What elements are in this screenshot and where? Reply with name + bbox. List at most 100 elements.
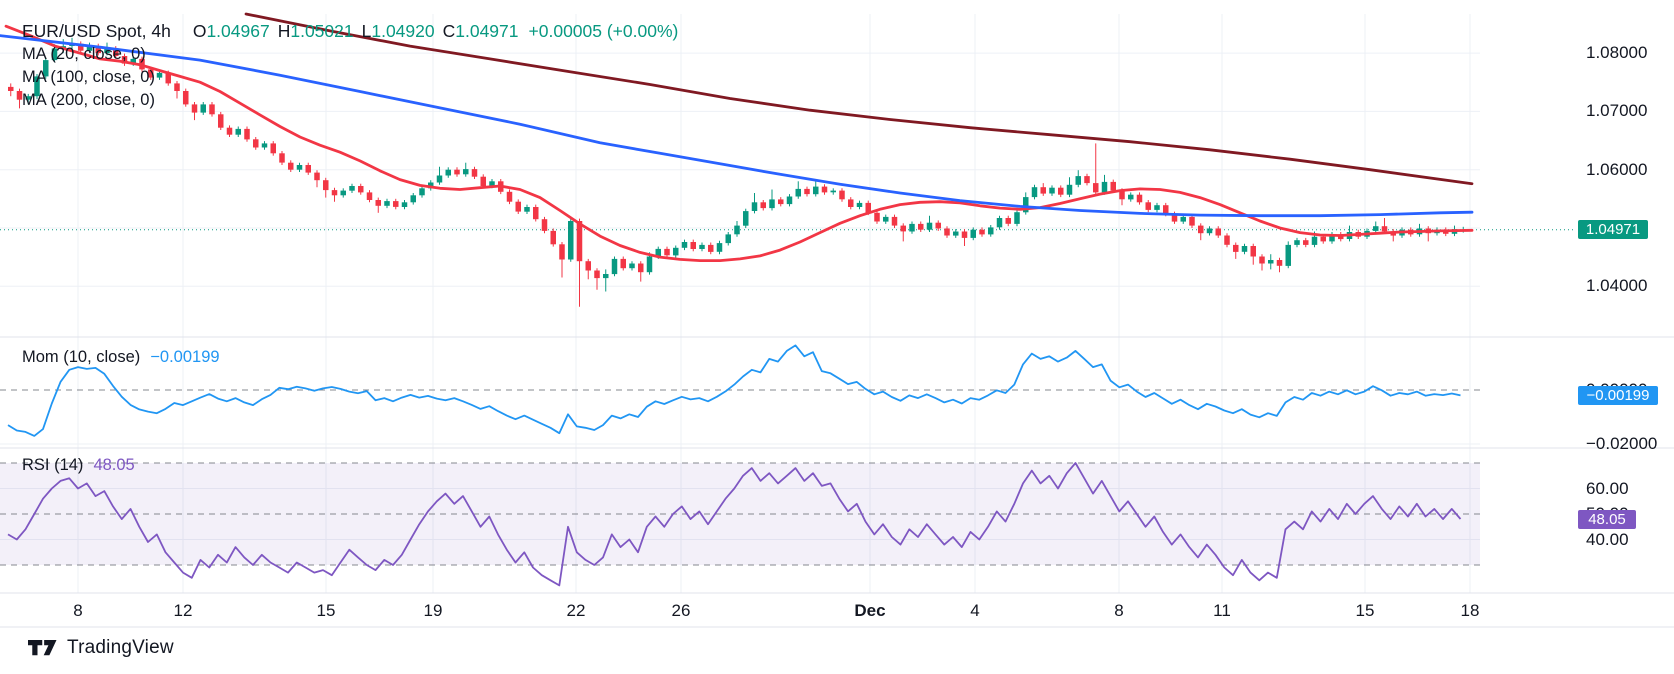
time-axis-label: 4 bbox=[970, 601, 980, 620]
rsi-axis-label: 60.00 bbox=[1586, 478, 1629, 498]
tradingview-logo-icon bbox=[28, 639, 57, 655]
candle-body bbox=[183, 91, 189, 105]
candle-body bbox=[848, 199, 854, 207]
momentum-legend[interactable]: Mom (10, close) −0.00199 bbox=[22, 348, 220, 367]
ohlc-letter: C bbox=[442, 21, 456, 41]
candle-body bbox=[769, 199, 775, 209]
candle-body bbox=[559, 244, 565, 260]
candle-body bbox=[428, 182, 434, 189]
candle-body bbox=[358, 186, 364, 193]
candle-body bbox=[1154, 205, 1160, 210]
candle-body bbox=[1145, 202, 1151, 210]
symbol-legend[interactable]: EUR/USD Spot, 4h O1.04967 H1.05021 L1.04920… bbox=[22, 21, 678, 42]
candle-body bbox=[1206, 228, 1213, 234]
candle-body bbox=[1250, 246, 1256, 257]
candle-body bbox=[821, 186, 828, 193]
candle-body bbox=[253, 139, 259, 148]
candle-body bbox=[1136, 194, 1143, 203]
candle-body bbox=[1128, 194, 1134, 200]
candle-body bbox=[1294, 240, 1300, 245]
candle-body bbox=[1276, 260, 1283, 266]
candle-body bbox=[279, 153, 285, 163]
candle-body bbox=[130, 58, 136, 64]
candle-body bbox=[366, 192, 373, 200]
candle-body bbox=[323, 180, 329, 191]
ohlc-value: 1.04920 bbox=[371, 21, 435, 41]
candle-body bbox=[471, 169, 478, 177]
candle-body bbox=[436, 175, 443, 183]
candle-body bbox=[996, 218, 1003, 228]
time-axis-label: 12 bbox=[173, 601, 193, 620]
price-axis-label: 1.08000 bbox=[1586, 43, 1648, 63]
candle-body bbox=[1224, 235, 1230, 245]
ohlc-letter: O bbox=[192, 21, 207, 41]
candle-body bbox=[1198, 225, 1204, 234]
candle-body bbox=[786, 196, 793, 205]
ma-legend-row[interactable]: MA (100, close, 0) bbox=[22, 68, 155, 86]
candle-body bbox=[620, 258, 626, 269]
candle-body bbox=[148, 69, 154, 78]
rsi-legend-value: 48.05 bbox=[93, 456, 135, 474]
candle-body bbox=[1084, 176, 1090, 184]
candle-body bbox=[86, 46, 93, 51]
candle-body bbox=[1320, 236, 1326, 242]
candle-body bbox=[1101, 181, 1108, 193]
candle-body bbox=[1023, 197, 1029, 213]
momentum-axis-label: −0.02000 bbox=[1586, 434, 1658, 453]
candle-body bbox=[191, 104, 198, 113]
ohlc-value: 1.05021 bbox=[290, 21, 354, 41]
chart-canvas[interactable] bbox=[0, 0, 1674, 634]
rsi-legend-label: RSI (14) bbox=[22, 456, 84, 474]
candle-body bbox=[104, 48, 110, 54]
time-axis-label: 26 bbox=[671, 601, 691, 620]
price-axis-label: 1.04000 bbox=[1586, 276, 1648, 296]
candle-body bbox=[1005, 218, 1011, 224]
last-price-badge: 1.04971 bbox=[1578, 220, 1648, 240]
candle-body bbox=[664, 248, 670, 256]
candle-body bbox=[918, 223, 924, 230]
candle-body bbox=[314, 172, 320, 181]
candle-body bbox=[1311, 236, 1318, 245]
candle-body bbox=[296, 165, 303, 170]
candle-body bbox=[209, 104, 215, 115]
candle-body bbox=[961, 231, 968, 238]
candle-body bbox=[813, 186, 819, 195]
ohlc-letter: H bbox=[277, 21, 291, 41]
candle-body bbox=[909, 223, 915, 232]
candle-body bbox=[515, 201, 521, 212]
candle-body bbox=[156, 72, 163, 78]
price-axis-label: 1.07000 bbox=[1586, 101, 1648, 121]
momentum-legend-value: −0.00199 bbox=[150, 348, 220, 366]
candle-body bbox=[1171, 214, 1178, 222]
rsi-legend[interactable]: RSI (14) 48.05 bbox=[22, 456, 135, 475]
candle-body bbox=[681, 242, 688, 248]
candle-body bbox=[804, 188, 810, 195]
candle-body bbox=[78, 43, 84, 51]
candle-body bbox=[1066, 184, 1073, 195]
candle-body bbox=[1189, 216, 1195, 226]
candle-body bbox=[839, 190, 845, 200]
time-axis-label: Dec bbox=[854, 601, 886, 620]
candle-body bbox=[410, 195, 416, 203]
candle-body bbox=[1303, 240, 1309, 245]
candle-body bbox=[305, 165, 311, 173]
candle-body bbox=[226, 127, 233, 135]
ma-legend-row[interactable]: MA (200, close, 0) bbox=[22, 91, 155, 109]
momentum-value-badge: −0.00199 bbox=[1578, 385, 1658, 405]
candle-body bbox=[270, 143, 276, 154]
rsi-value-badge: 48.05 bbox=[1578, 509, 1636, 529]
candle-body bbox=[795, 188, 801, 197]
candle-body bbox=[506, 191, 513, 202]
candle-body bbox=[244, 128, 250, 140]
time-axis-label: 22 bbox=[566, 601, 586, 620]
candle-body bbox=[489, 181, 495, 186]
candle-body bbox=[34, 76, 40, 97]
tradingview-logo[interactable]: TradingView bbox=[28, 637, 174, 659]
candle-body bbox=[121, 56, 128, 64]
candle-body bbox=[95, 46, 101, 54]
candle-body bbox=[1215, 228, 1221, 236]
symbol-title[interactable]: EUR/USD Spot, 4h bbox=[22, 21, 171, 41]
candle-body bbox=[953, 231, 959, 236]
ma-legend-row[interactable]: MA (20, close, 0) bbox=[22, 45, 146, 63]
